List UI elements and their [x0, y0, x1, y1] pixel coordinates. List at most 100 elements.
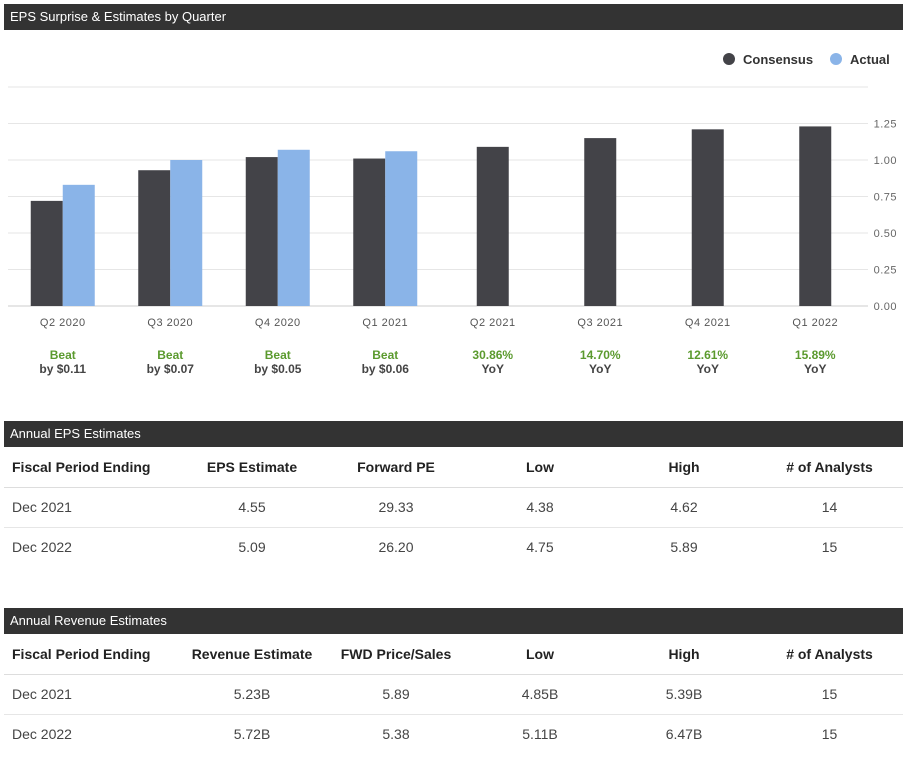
revenue-section-title: Annual Revenue Estimates — [4, 608, 903, 634]
y-tick-label: 1.25 — [874, 119, 897, 131]
col-header: High — [612, 447, 756, 488]
consensus-bar[interactable] — [584, 138, 617, 306]
col-header: # of Analysts — [756, 447, 903, 488]
annotation-top: Beat — [50, 348, 76, 362]
annotation-top: Beat — [157, 348, 183, 362]
legend-consensus[interactable]: Consensus — [723, 52, 813, 67]
x-category-label: Q3 2021 — [577, 317, 623, 329]
legend-marker — [723, 53, 735, 65]
col-header: FWD Price/Sales — [324, 634, 468, 675]
table-row: Dec 2021 5.23B 5.89 4.85B 5.39B 15 — [4, 674, 903, 715]
actual-bar[interactable] — [170, 160, 203, 306]
table-cell: 5.72B — [233, 726, 271, 743]
x-category-label: Q4 2020 — [255, 317, 301, 329]
y-tick-label: 1.00 — [874, 155, 897, 167]
legend-actual[interactable]: Actual — [830, 52, 890, 67]
actual-bar[interactable] — [277, 149, 310, 306]
table-cell: 4.75 — [526, 539, 554, 556]
col-header: Low — [468, 447, 612, 488]
consensus-bar[interactable] — [30, 200, 63, 306]
table-cell: 5.23B — [180, 674, 324, 715]
legend-marker — [830, 53, 842, 65]
table-cell: 4.55 — [180, 487, 324, 528]
table-cell: 5.89 — [324, 674, 468, 715]
legend-label: Consensus — [743, 52, 813, 67]
eps-section-title: Annual EPS Estimates — [4, 421, 903, 447]
table-cell: Dec 2021 — [4, 674, 180, 715]
x-category-label: Q3 2020 — [147, 317, 193, 329]
table-cell: 5.38 — [382, 726, 410, 743]
table-cell: 4.85B — [468, 674, 612, 715]
y-tick-label: 0.25 — [874, 265, 897, 277]
y-tick-label: 0.50 — [874, 228, 897, 240]
table-cell: 15 — [821, 726, 838, 743]
table-cell: 14 — [756, 487, 903, 528]
y-axis-ticks: 0.00 0.25 0.50 0.75 1.00 1.25 — [874, 119, 897, 314]
annotation-bottom: by $0.05 — [254, 362, 302, 376]
x-category-label: Q1 2021 — [362, 317, 408, 329]
table-row: Dec 2021 4.55 29.33 4.38 4.62 14 — [4, 487, 903, 528]
table-cell: 6.47B — [665, 726, 703, 743]
eps-chart: 0.000.250.500.751.001.25 Q2 2020 Q3 2020 Q… — [8, 52, 897, 376]
consensus-bar[interactable] — [353, 158, 386, 306]
table-cell: Dec 2022 — [12, 726, 72, 743]
table-cell: Dec 2022 — [12, 539, 72, 556]
table-cell: 29.33 — [324, 487, 468, 528]
table-cell: 15 — [821, 539, 838, 556]
revenue-table: Fiscal Period Ending Revenue Estimate FW… — [4, 634, 903, 754]
table-cell: 5.89 — [670, 539, 698, 556]
table-cell: 15 — [756, 674, 903, 715]
legend-label: Actual — [850, 52, 890, 67]
col-header: High — [612, 634, 756, 675]
annotation-bottom: by $0.06 — [362, 362, 410, 376]
table-cell: 5.09 — [238, 539, 266, 556]
x-category-label: Q4 2021 — [685, 317, 731, 329]
table-cell: 4.38 — [468, 487, 612, 528]
annotation-bottom: by $0.11 — [39, 362, 86, 376]
col-header: Revenue Estimate — [180, 634, 324, 675]
table-cell: 5.11B — [522, 726, 558, 743]
eps-table: Fiscal Period Ending EPS Estimate Forwar… — [4, 447, 903, 567]
consensus-bar[interactable] — [691, 129, 724, 306]
annotation-bottom: YoY — [482, 362, 504, 376]
table-cell: 4.62 — [612, 487, 756, 528]
col-header: Fiscal Period Ending — [4, 447, 180, 488]
annotation-top: 14.70% — [580, 348, 621, 362]
annotation-bottom: YoY — [589, 362, 611, 376]
consensus-bar[interactable] — [138, 170, 171, 306]
annotation-top: 30.86% — [472, 348, 513, 362]
gridlines — [8, 86, 868, 307]
bars — [30, 126, 832, 306]
table-cell: 26.20 — [378, 539, 414, 556]
actual-bar[interactable] — [385, 151, 418, 306]
y-tick-label: 0.75 — [874, 192, 897, 204]
actual-bar[interactable] — [62, 184, 95, 306]
consensus-bar[interactable] — [799, 126, 832, 306]
annotation-top: Beat — [265, 348, 291, 362]
y-tick-label: 0.00 — [874, 301, 897, 313]
annotation-top: 12.61% — [687, 348, 728, 362]
col-header: Fiscal Period Ending — [4, 634, 180, 675]
table-header-row: Fiscal Period Ending EPS Estimate Forwar… — [4, 447, 903, 488]
consensus-bar[interactable] — [476, 146, 509, 306]
col-header: EPS Estimate — [180, 447, 324, 488]
x-axis-categories: Q2 2020 Q3 2020 Q4 2020 Q1 2021 Q2 2021 Q3 20… — [40, 317, 838, 329]
annotation-top: Beat — [372, 348, 398, 362]
col-header: Forward PE — [324, 447, 468, 488]
annotation-bottom: YoY — [697, 362, 719, 376]
col-header: # of Analysts — [756, 634, 903, 675]
table-row: Dec 2022 5.72B 5.38 5.11B 6.47B 15 — [4, 714, 903, 754]
legend: Consensus Actual — [723, 52, 890, 67]
table-row: Dec 2022 5.09 26.20 4.75 5.89 15 — [4, 527, 903, 567]
x-category-label: Q2 2021 — [470, 317, 516, 329]
table-cell: Dec 2021 — [4, 487, 180, 528]
annotation-bottom: by $0.07 — [147, 362, 195, 376]
chart-section-title: EPS Surprise & Estimates by Quarter — [4, 4, 903, 30]
annotation-bottom: YoY — [804, 362, 826, 376]
consensus-bar[interactable] — [245, 157, 278, 306]
table-cell: 5.39B — [612, 674, 756, 715]
annotation-top: 15.89% — [795, 348, 836, 362]
x-category-label: Q2 2020 — [40, 317, 86, 329]
x-category-label: Q1 2022 — [792, 317, 838, 329]
